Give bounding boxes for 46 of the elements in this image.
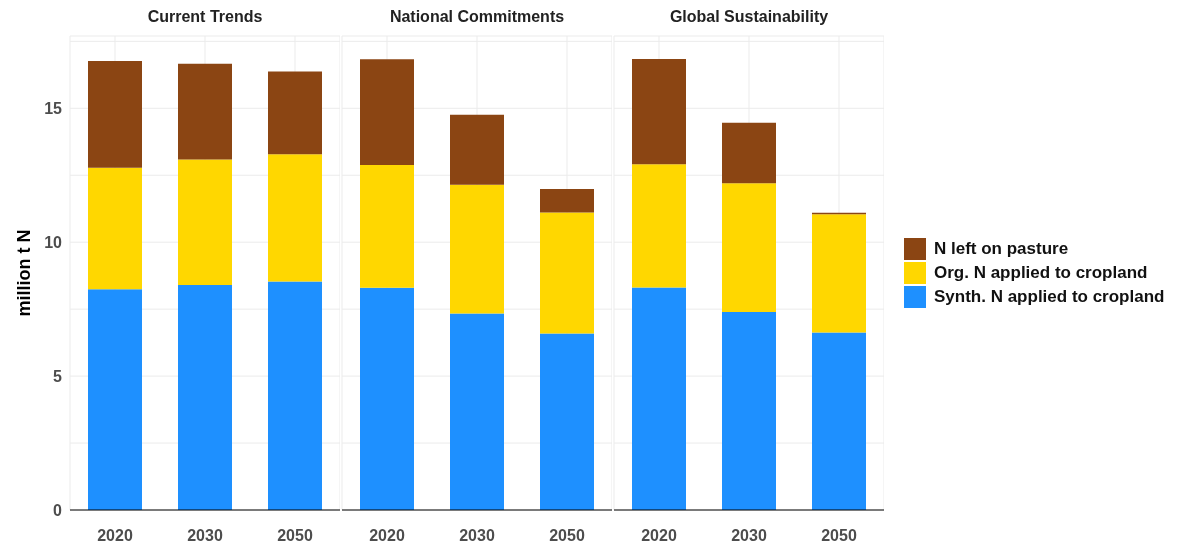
legend-label: Org. N applied to cropland: [934, 263, 1148, 283]
x-tick-label: 2050: [549, 527, 585, 545]
bar: [360, 287, 414, 510]
x-tick-label: 2030: [187, 527, 223, 545]
chart-title: National Commitments: [388, 8, 566, 27]
bar: [360, 165, 414, 288]
bar: [88, 60, 142, 168]
x-tick-label: 2050: [821, 527, 857, 545]
bar: [268, 71, 322, 155]
legend-label: Synth. N applied to cropland: [934, 287, 1165, 307]
bar: [268, 281, 322, 510]
bar: [722, 122, 776, 184]
y-tick-label: 10: [44, 233, 63, 251]
legend-label: N left on pasture: [934, 239, 1069, 259]
bar: [722, 312, 776, 510]
bar: [88, 167, 142, 290]
y-tick-label: 15: [44, 99, 63, 117]
bar: [178, 159, 232, 286]
x-tick-label: 2030: [731, 527, 767, 545]
bar: [88, 289, 142, 510]
x-tick-label: 2020: [97, 527, 133, 545]
bar: [540, 212, 594, 334]
bar: [632, 59, 686, 165]
x-tick-label: 2020: [641, 527, 677, 545]
x-tick-label: 2050: [277, 527, 313, 545]
bar: [450, 114, 504, 185]
bar: [540, 333, 594, 510]
bar: [812, 332, 866, 510]
bar: [268, 154, 322, 282]
x-tick-label: 2030: [459, 527, 495, 545]
chart-title: Global Sustainability: [668, 8, 830, 27]
chart-title: Current Trends: [146, 8, 264, 27]
bar: [450, 313, 504, 510]
bar: [540, 188, 594, 213]
bar: [450, 184, 504, 314]
bar: [812, 214, 866, 333]
bar: [632, 287, 686, 510]
bar: [178, 63, 232, 160]
bar: [360, 59, 414, 166]
y-axis-title: million t N: [14, 229, 35, 317]
y-tick-label: 0: [53, 501, 63, 519]
x-tick-label: 2020: [369, 527, 405, 545]
y-tick-label: 5: [53, 367, 63, 385]
bar: [178, 285, 232, 510]
bar: [632, 164, 686, 288]
bar: [722, 183, 776, 313]
